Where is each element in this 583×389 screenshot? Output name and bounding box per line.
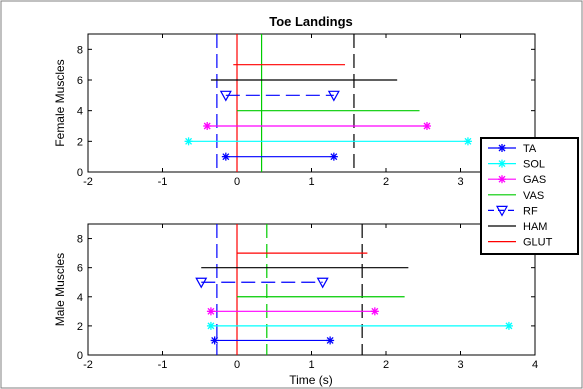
- legend-label: GAS: [523, 174, 546, 186]
- y-tick-label: 0: [77, 350, 83, 362]
- plot-area: [87, 223, 536, 356]
- panel-female: -2-10123402468Female Muscles: [53, 33, 538, 188]
- legend-box: [480, 137, 579, 255]
- data-point: [184, 137, 193, 146]
- series-rf: [195, 277, 329, 289]
- data-point: [221, 152, 230, 161]
- data-point: [316, 277, 329, 289]
- legend-label: HAM: [523, 221, 547, 233]
- y-tick-label: 8: [77, 44, 83, 56]
- series-rf: [219, 90, 340, 102]
- x-tick-label: 1: [308, 359, 314, 371]
- legend-item-vas: VAS: [488, 190, 544, 202]
- y-tick-label: 6: [77, 75, 83, 87]
- x-tick-label: 1: [308, 176, 314, 188]
- data-point-stroke: [207, 322, 215, 330]
- series-ta: [221, 152, 338, 161]
- series-gas: [206, 307, 379, 316]
- plot-area: [87, 33, 536, 173]
- data-point: [422, 122, 431, 130]
- legend-label: RF: [523, 205, 538, 217]
- data-point-stroke: [505, 322, 513, 330]
- data-point: [370, 307, 379, 316]
- x-tick-label: 0: [234, 176, 240, 188]
- legend-item-gas: GAS: [488, 174, 546, 186]
- data-point-stroke: [207, 307, 215, 315]
- x-tick-label: 3: [457, 176, 463, 188]
- x-tick-label: -1: [158, 176, 168, 188]
- data-point: [195, 277, 208, 289]
- legend-item-rf: RF: [488, 205, 538, 217]
- x-tick-label: 3: [457, 359, 463, 371]
- y-tick-label: 4: [77, 292, 83, 304]
- legend-marker: [498, 159, 506, 168]
- data-point-stroke: [464, 137, 472, 145]
- data-point-stroke: [371, 307, 379, 315]
- data-point: [327, 90, 340, 102]
- x-tick-label: -1: [158, 359, 168, 371]
- legend-label: VAS: [523, 190, 544, 202]
- data-point: [463, 137, 472, 146]
- legend-marker-stroke: [498, 144, 506, 152]
- series-sol: [206, 321, 513, 330]
- data-point-stroke: [185, 137, 193, 145]
- y-tick-label: 6: [77, 263, 83, 275]
- data-point-stroke: [222, 153, 230, 161]
- x-tick-label: 2: [383, 176, 389, 188]
- legend-marker-stroke: [498, 175, 506, 183]
- data-point-stroke: [203, 122, 211, 130]
- legend-item-ham: HAM: [488, 221, 547, 233]
- legend-label: SOL: [523, 159, 545, 171]
- data-point: [203, 122, 212, 130]
- legend: TA SOL GAS VAS RF HAM GLUT: [480, 137, 579, 255]
- x-tick-label: -2: [83, 176, 93, 188]
- series-gas: [203, 122, 431, 130]
- x-tick-label: -2: [83, 359, 93, 371]
- legend-item-ta: TA: [488, 143, 537, 155]
- legend-label: GLUT: [523, 237, 553, 249]
- data-point: [329, 152, 338, 161]
- legend-marker: [498, 175, 506, 184]
- y-tick-label: 2: [77, 321, 83, 333]
- x-tick-label: 2: [383, 359, 389, 371]
- data-point: [504, 321, 513, 330]
- y-tick-label: 4: [77, 106, 83, 118]
- data-point-stroke: [330, 153, 338, 161]
- panel-male: -2 -1 0 1 2 3 4 0 2 4 6 8 Male Muscles: [53, 223, 538, 371]
- data-point-stroke: [423, 122, 431, 130]
- legend-item-glut: GLUT: [488, 237, 553, 249]
- y-tick-label: 2: [77, 136, 83, 148]
- legend-marker: [495, 205, 509, 217]
- data-point: [326, 336, 335, 345]
- series-sol: [184, 137, 472, 146]
- legend-marker-stroke: [498, 160, 506, 168]
- y-tick-label: 0: [77, 167, 83, 179]
- data-point: [206, 307, 215, 316]
- y-axis-label: Male Muscles: [53, 253, 67, 326]
- x-axis-label: Time (s): [289, 373, 333, 387]
- legend-item-sol: SOL: [488, 159, 545, 171]
- legend-label: TA: [523, 143, 537, 155]
- data-point: [210, 336, 219, 345]
- data-point-stroke: [326, 336, 334, 344]
- data-point: [206, 321, 215, 330]
- x-tick-label: 0: [234, 359, 240, 371]
- x-tick-label: 4: [532, 359, 538, 371]
- y-axis-label: Female Muscles: [53, 59, 67, 146]
- data-point-stroke: [211, 336, 219, 344]
- legend-marker: [498, 144, 506, 152]
- chart-title: Toe Landings: [269, 14, 353, 29]
- panels: -2 -1 0 1 2 3 4 0 2 4 6 8 Female Muscles -2 -1 0 1 2 3 4 0 2 4…: [53, 33, 538, 371]
- y-tick-label: 8: [77, 234, 83, 246]
- series-ta: [210, 336, 335, 345]
- data-point: [219, 90, 232, 102]
